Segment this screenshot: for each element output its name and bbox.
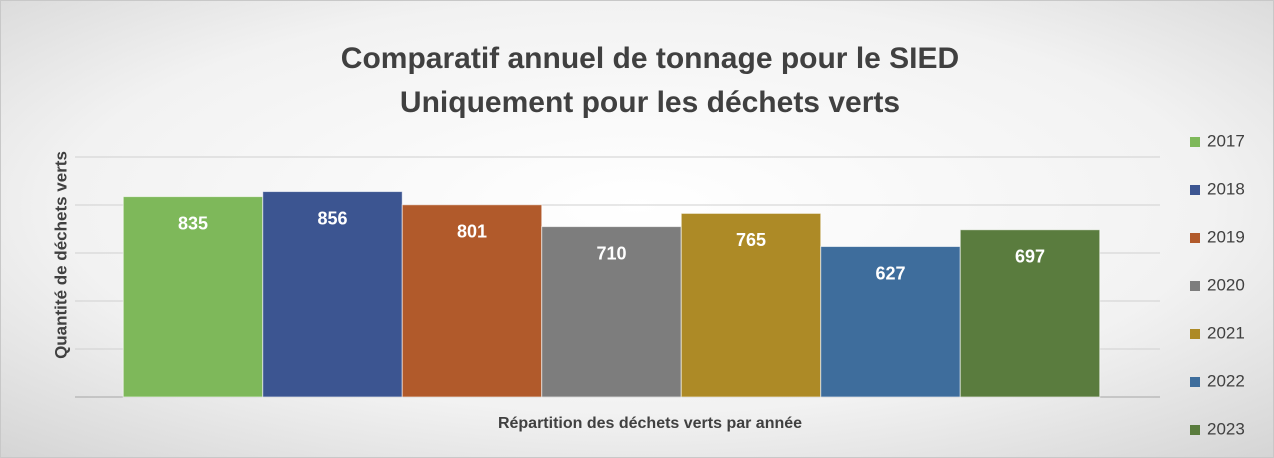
chart-title: Comparatif annuel de tonnage pour le SIE… — [341, 42, 959, 75]
bar — [262, 191, 403, 398]
data-label: 627 — [875, 263, 905, 283]
data-label: 801 — [457, 222, 487, 242]
bar — [680, 212, 822, 398]
legend-swatch — [1190, 329, 1200, 339]
data-label: 835 — [178, 213, 208, 233]
legend-swatch — [1190, 137, 1200, 147]
chart-title: Uniquement pour les déchets verts — [400, 86, 900, 119]
legend-swatch — [1190, 281, 1200, 291]
data-label: 765 — [736, 230, 766, 250]
legend-swatch — [1190, 185, 1200, 195]
bar — [541, 226, 682, 398]
legend-label: 2020 — [1207, 275, 1245, 294]
legend-label: 2022 — [1207, 371, 1245, 390]
legend-label: 2018 — [1207, 179, 1245, 198]
legend-label: 2019 — [1207, 227, 1245, 246]
x-axis-label: Répartition des déchets verts par année — [498, 415, 802, 432]
data-label: 710 — [596, 243, 626, 263]
bar — [959, 229, 1101, 398]
bar — [820, 246, 961, 398]
legend-label: 2017 — [1207, 131, 1245, 150]
legend-swatch — [1190, 233, 1200, 243]
legend-label: 2023 — [1207, 419, 1245, 438]
data-label: 856 — [317, 208, 347, 228]
bar — [401, 204, 543, 398]
legend-swatch — [1190, 425, 1200, 435]
data-label: 697 — [1015, 246, 1045, 266]
legend-swatch — [1190, 377, 1200, 387]
y-axis-label: Quantité de déchets verts — [51, 151, 70, 359]
legend-label: 2021 — [1207, 323, 1245, 342]
